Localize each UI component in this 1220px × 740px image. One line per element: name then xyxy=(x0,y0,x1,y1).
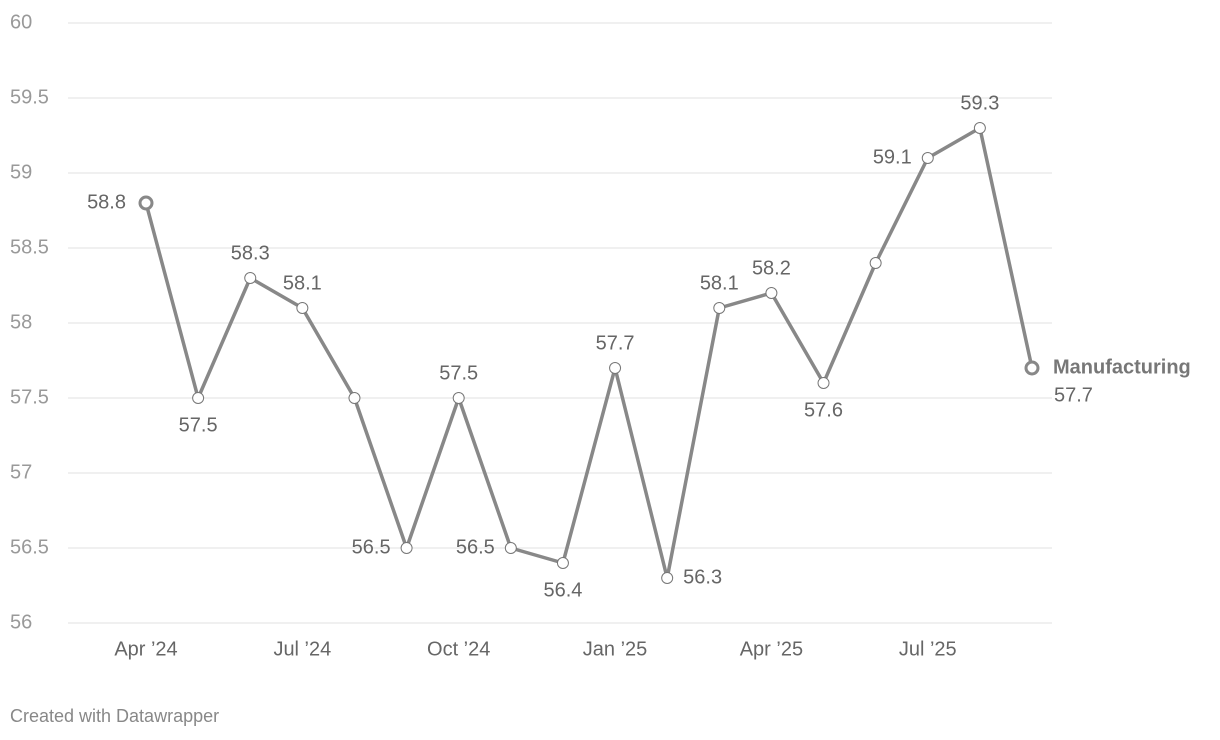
value-label: 57.5 xyxy=(179,414,218,436)
value-label: 58.1 xyxy=(700,272,739,294)
y-tick-label: 59 xyxy=(10,161,32,183)
point xyxy=(138,195,154,211)
y-tick-label: 59.5 xyxy=(10,86,49,108)
x-tick-label: Oct ’24 xyxy=(427,638,490,660)
point xyxy=(765,287,778,299)
value-label: 57.7 xyxy=(596,332,635,354)
point xyxy=(609,362,622,374)
x-tick-label: Jul ’24 xyxy=(273,638,331,660)
point xyxy=(713,302,726,314)
point xyxy=(296,302,309,314)
value-label: 56.4 xyxy=(543,579,582,601)
x-tick-label: Jan ’25 xyxy=(583,638,648,660)
value-label: 59.3 xyxy=(960,92,999,114)
footer: Created with Datawrapper xyxy=(10,706,219,726)
y-tick-label: 60 xyxy=(10,11,32,33)
value-label: 57.7 xyxy=(1054,384,1093,406)
point xyxy=(192,392,205,404)
x-tick-label: Apr ’24 xyxy=(114,638,177,660)
point xyxy=(244,272,257,284)
y-tick-label: 58 xyxy=(10,311,32,333)
value-label: 58.3 xyxy=(231,242,270,264)
y-tick-label: 56.5 xyxy=(10,536,49,558)
value-label: 58.8 xyxy=(87,191,126,213)
point xyxy=(504,542,517,554)
point xyxy=(400,542,413,554)
point xyxy=(348,392,361,404)
line xyxy=(144,126,1034,580)
value-label: 58.1 xyxy=(283,272,322,294)
x-tick-label: Apr ’25 xyxy=(740,638,803,660)
series-label: Manufacturing xyxy=(1053,356,1191,378)
value-label: 56.5 xyxy=(352,536,391,558)
point xyxy=(973,122,986,134)
y-tick-label: 57.5 xyxy=(10,386,49,408)
point xyxy=(817,377,830,389)
point xyxy=(1024,360,1040,376)
point xyxy=(869,257,882,269)
value-label: 56.3 xyxy=(683,566,722,588)
point xyxy=(556,557,569,569)
y-tick-label: 57 xyxy=(10,461,32,483)
value-label: 57.5 xyxy=(439,362,478,384)
value-label: 57.6 xyxy=(804,399,843,421)
point xyxy=(661,572,674,584)
y-tick-label: 56 xyxy=(10,611,32,633)
value-label: 56.5 xyxy=(456,536,495,558)
x-tick-label: Jul ’25 xyxy=(899,638,957,660)
point xyxy=(452,392,465,404)
y-tick-label: 58.5 xyxy=(10,236,49,258)
point xyxy=(921,152,934,164)
value-label: 59.1 xyxy=(873,146,912,168)
value-label: 58.2 xyxy=(752,257,791,279)
